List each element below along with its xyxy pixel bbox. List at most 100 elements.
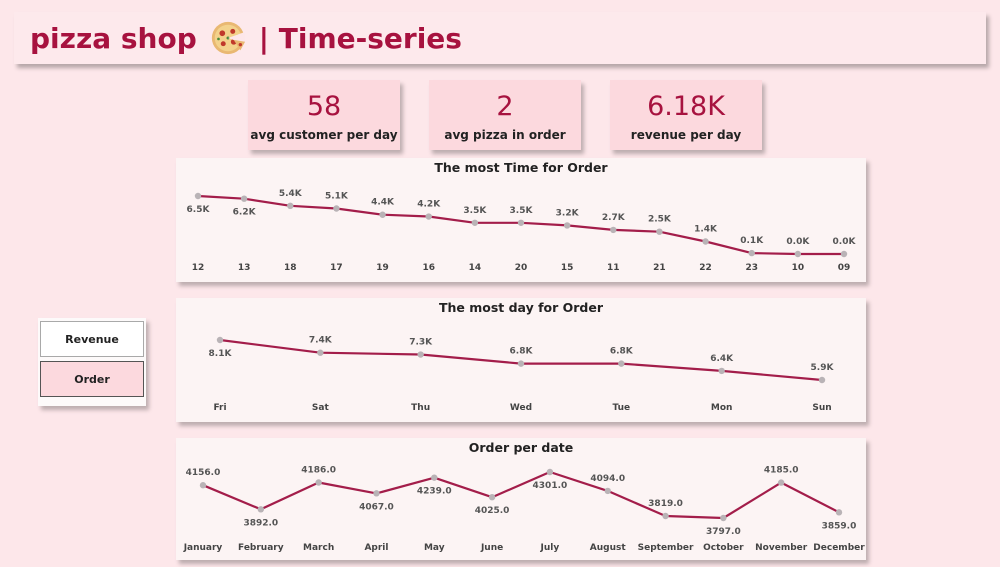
kpi-card-avg-customer: 58 avg customer per day (248, 80, 400, 150)
category-label: Thu (411, 403, 430, 413)
chart-panel-day: The most day for Order 8.1K Fri 7.4K Sat 7.3… (176, 298, 866, 422)
data-point (315, 479, 322, 486)
data-point (199, 482, 207, 489)
category-label: 22 (699, 263, 712, 273)
chart-panel-date: Order per date 4156.0 January 3892.0 Februa… (176, 438, 866, 560)
category-label: 17 (330, 263, 343, 273)
category-label: 09 (838, 263, 851, 273)
data-label: 7.3K (409, 338, 433, 348)
data-point (840, 250, 848, 258)
data-point (257, 506, 265, 513)
category-label: May (424, 543, 445, 553)
data-point (610, 226, 617, 234)
data-point (333, 205, 340, 212)
category-label: January (183, 543, 223, 553)
data-label: 4156.0 (186, 468, 221, 478)
data-point (517, 360, 525, 367)
category-label: November (755, 543, 808, 553)
category-label: 13 (238, 263, 251, 273)
data-label: 3.5K (463, 206, 487, 216)
data-label: 6.8K (610, 347, 634, 357)
title-shop-name: pizza shop (30, 21, 197, 55)
chart-title: Order per date (468, 440, 574, 455)
kpi-label: revenue per day (630, 128, 742, 142)
series-line (202, 470, 840, 520)
data-point (604, 487, 611, 495)
kpi-label: avg customer per day (250, 128, 398, 142)
category-label: 21 (653, 263, 666, 273)
category-label: February (238, 543, 284, 553)
data-label: 6.2K (233, 208, 257, 218)
data-point (431, 474, 438, 481)
data-label: 4094.0 (590, 474, 625, 484)
data-label: 4185.0 (764, 466, 799, 476)
data-label: 3859.0 (822, 521, 857, 531)
slicer-button-revenue[interactable]: Revenue (40, 321, 144, 357)
data-label: 0.0K (786, 237, 810, 247)
category-label: 14 (469, 263, 482, 273)
category-label: 20 (515, 263, 528, 273)
page-header: pizza shop | Time-series (14, 12, 986, 64)
data-point (720, 514, 727, 522)
data-point (287, 202, 294, 210)
kpi-card-avg-pizza: 2 avg pizza in order (429, 80, 581, 150)
data-point (702, 238, 709, 245)
data-point (835, 509, 843, 516)
chart-title: The most Time for Order (434, 160, 608, 175)
data-label: 2.5K (648, 215, 672, 225)
category-label: December (813, 543, 865, 553)
category-label: Fri (213, 403, 226, 413)
category-label: Mon (711, 403, 733, 413)
data-point (818, 376, 826, 384)
data-label: 8.1K (209, 349, 233, 359)
data-label: 5.9K (811, 363, 835, 373)
category-label: 19 (376, 263, 389, 273)
metric-slicer: Revenue Order (38, 318, 146, 406)
data-label: 3892.0 (243, 518, 278, 528)
data-label: 4067.0 (359, 502, 394, 512)
data-label: 4301.0 (533, 481, 568, 491)
slicer-button-order[interactable]: Order (40, 361, 144, 397)
data-point (216, 336, 224, 344)
data-point (488, 493, 496, 501)
data-point (656, 228, 663, 235)
data-point (417, 351, 424, 358)
kpi-value: 58 (306, 91, 342, 122)
category-label: 15 (561, 263, 574, 273)
data-label: 4.4K (371, 198, 395, 208)
chart-title: The most day for Order (438, 300, 604, 315)
category-label: June (480, 543, 503, 553)
category-label: Tue (612, 403, 630, 413)
kpi-value: 6.18K (647, 91, 725, 122)
category-label: October (703, 543, 744, 553)
data-point (471, 219, 479, 226)
chart-panel-time: The most Time for Order 6.5K 12 6.2K 13 5.4K… (176, 158, 866, 282)
chart-time-for-order: 6.5K 12 6.2K 13 5.4K 18 5.1K 17 4.4K 19 4.2K 16 3.5K… (187, 189, 857, 273)
category-label: Wed (510, 403, 532, 413)
data-label: 3797.0 (706, 527, 741, 537)
pizza-icon (211, 21, 245, 55)
category-label: July (540, 543, 560, 553)
data-point (194, 192, 202, 200)
data-point (662, 512, 669, 520)
data-label: 4186.0 (301, 465, 336, 475)
data-point (748, 249, 755, 257)
data-label: 6.5K (187, 205, 211, 215)
chart-order-per-date: 4156.0 January 3892.0 February 4186.0 March 40… (183, 465, 866, 553)
data-label: 1.4K (694, 225, 718, 235)
data-label: 3819.0 (648, 499, 683, 509)
data-label: 7.4K (309, 336, 333, 346)
data-point (517, 219, 525, 226)
data-point (425, 213, 432, 220)
data-point (794, 250, 802, 258)
data-point (563, 222, 571, 229)
category-label: April (364, 543, 388, 553)
data-point (777, 479, 785, 486)
data-label: 3.5K (510, 206, 534, 216)
data-label: 6.4K (710, 354, 734, 364)
category-label: 16 (422, 263, 435, 273)
category-label: August (590, 543, 627, 553)
data-label: 0.1K (740, 236, 764, 246)
category-label: 23 (745, 263, 758, 273)
data-point (546, 468, 554, 476)
